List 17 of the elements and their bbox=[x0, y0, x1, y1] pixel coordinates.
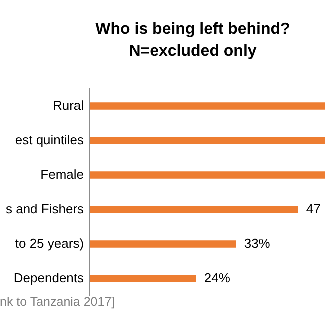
chart-title: Who is being left behind? N=excluded only bbox=[94, 20, 292, 62]
bar bbox=[90, 275, 196, 282]
y-tick-label: s and Fishers bbox=[6, 201, 85, 216]
bar bbox=[90, 137, 325, 144]
data-label: 33% bbox=[244, 236, 271, 251]
annotation: nk to Tanzania 2017] bbox=[0, 295, 116, 309]
y-tick-label: to 25 years) bbox=[15, 236, 84, 251]
bar bbox=[90, 240, 236, 248]
y-tick-label: Dependents bbox=[14, 270, 85, 286]
bar bbox=[90, 206, 298, 214]
y-tick-label: Female bbox=[40, 166, 84, 182]
data-label: 24% bbox=[204, 270, 231, 286]
data-label: 47 bbox=[306, 201, 321, 216]
bar bbox=[90, 172, 325, 179]
y-tick-label: est quintiles bbox=[15, 132, 85, 148]
bar bbox=[90, 102, 325, 110]
y-tick-label: Rural bbox=[52, 98, 84, 113]
